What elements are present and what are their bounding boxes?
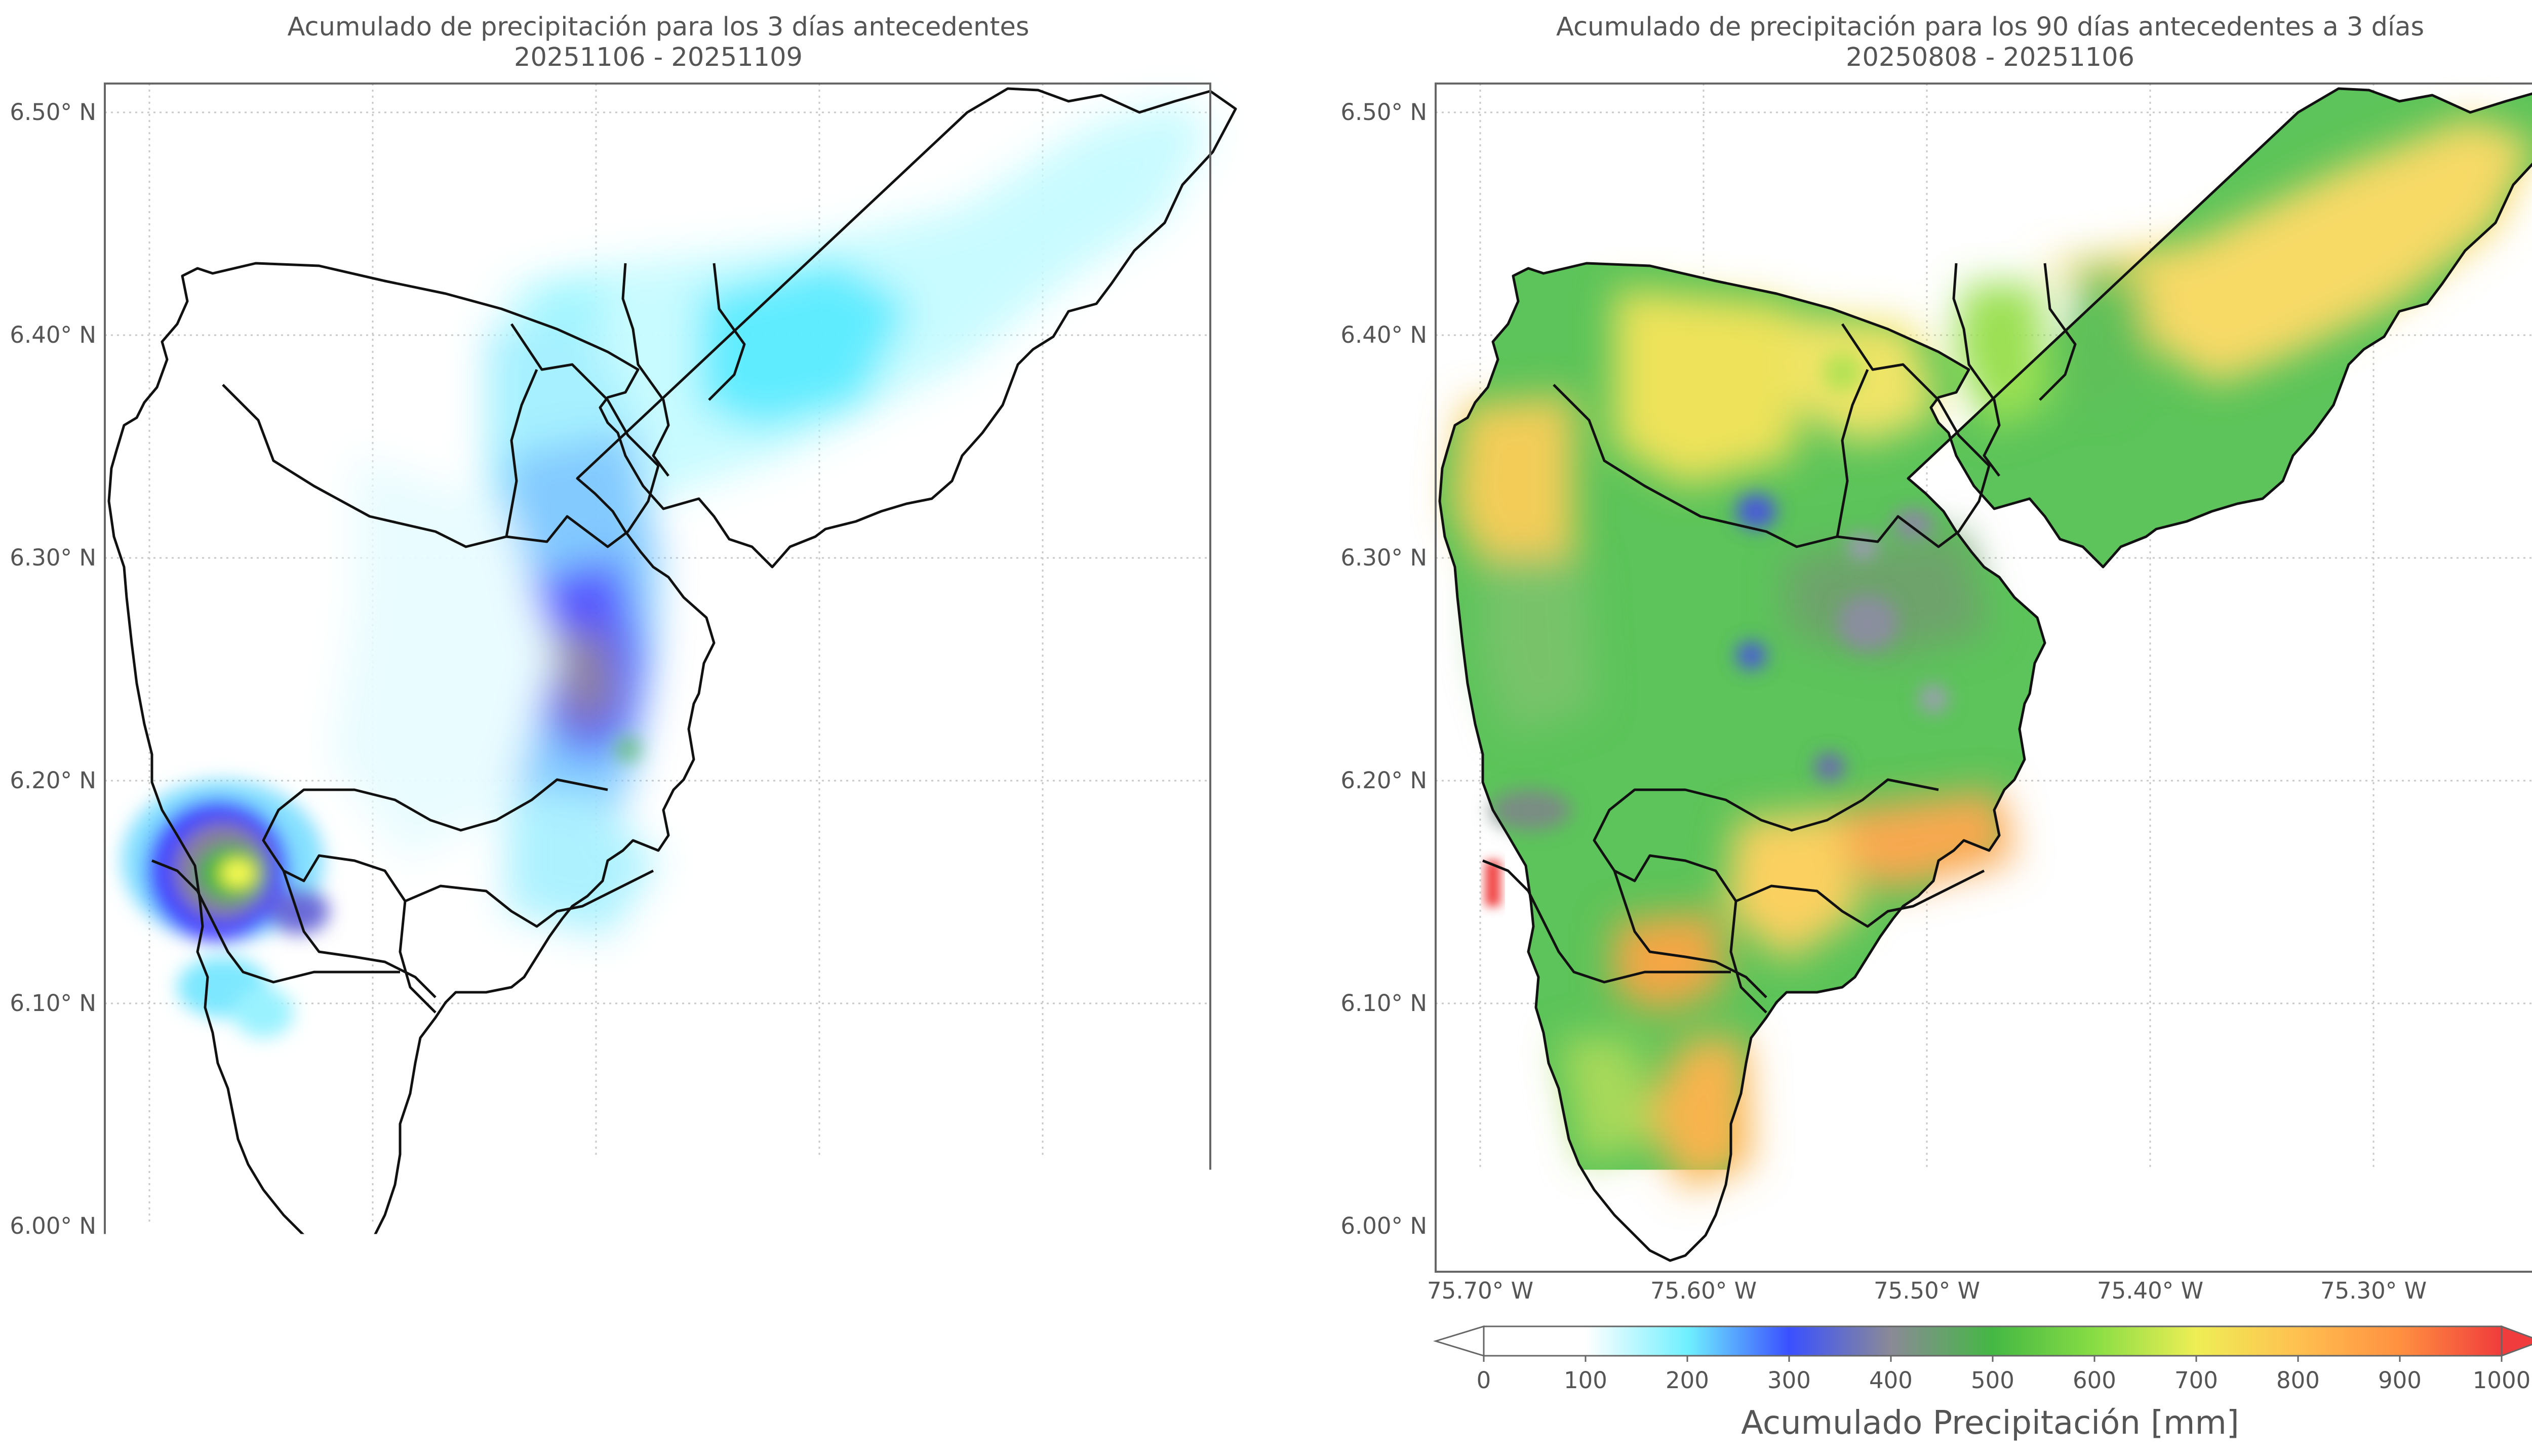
colorbar-tick: 35 [494, 1367, 523, 1394]
left-panel-subtitle: 20251106 - 20251109 [514, 43, 803, 72]
right-lon-axis: 75.70° W 75.60° W 75.50° W 75.40° W 75.3… [1427, 1277, 2427, 1304]
lon-tick: 75.60° W [320, 1277, 426, 1304]
colorbar-tick: 700 [2174, 1367, 2218, 1394]
colorbar-tick: 100 [1564, 1367, 1607, 1394]
lon-tick: 75.70° W [96, 1277, 203, 1304]
colorbar-tick: 50 [648, 1367, 677, 1394]
colorbar-tick: 400 [1869, 1367, 1913, 1394]
colorbar-tick: 60 [744, 1367, 773, 1394]
right-panel-subtitle: 20250808 - 20251106 [1846, 43, 2134, 72]
colorbar-tick: 15 [290, 1367, 319, 1394]
lat-tick: 6.40° N [10, 321, 96, 348]
colorbar-tick: 25 [392, 1367, 421, 1394]
colorbar-tick: 1000 [2473, 1367, 2531, 1394]
lon-tick: 75.60° W [1650, 1277, 1757, 1304]
lat-tick: 6.40° N [1340, 321, 1427, 348]
left-panel-title: Acumulado de precipitación para los 3 dí… [288, 12, 1030, 42]
colorbar-tick: 300 [1767, 1367, 1811, 1394]
left-colorbar-label: Acumulado Precipitación [mm] [408, 1404, 906, 1442]
lat-tick: 6.00° N [10, 1212, 96, 1239]
figure-canvas: Acumulado de precipitación para los 3 dí… [0, 0, 2532, 1456]
colorbar-tick: 600 [2073, 1367, 2116, 1394]
lat-tick: 6.30° N [10, 544, 96, 571]
lat-tick: 6.20° N [10, 767, 96, 794]
left-colorbar-max-extend [1170, 1326, 1210, 1356]
colorbar-tick: 40 [545, 1367, 574, 1394]
lon-tick: 75.30° W [2320, 1277, 2427, 1304]
colorbar-tick: 500 [1971, 1367, 2014, 1394]
left-precip-field [122, 101, 1210, 1038]
lon-tick: 75.50° W [543, 1277, 649, 1304]
lon-tick: 75.70° W [1427, 1277, 1533, 1304]
lat-tick: 6.50° N [1340, 99, 1427, 126]
right-colorbar-label: Acumulado Precipitación [mm] [1741, 1404, 2239, 1442]
lon-tick: 75.30° W [990, 1277, 1096, 1304]
lon-tick: 75.50° W [1874, 1277, 1980, 1304]
right-colorbar-min-extend [1436, 1326, 1484, 1356]
lat-tick: 6.10° N [1340, 990, 1427, 1017]
lon-tick: 75.40° W [766, 1277, 873, 1304]
colorbar-tick: 800 [2276, 1367, 2320, 1394]
colorbar-tick: 100 [1141, 1367, 1185, 1394]
lat-tick: 6.20° N [1340, 767, 1427, 794]
right-colorbar-max-extend [2502, 1326, 2532, 1356]
right-colorbar: 0 100 200 300 400 500 600 700 800 900 10… [1436, 1326, 2532, 1442]
lat-tick: 6.50° N [10, 99, 96, 126]
colorbar-tick: 10 [239, 1367, 267, 1394]
colorbar-tick: 0 [138, 1367, 153, 1394]
left-colorbar: 0 1 5 10 15 20 25 30 35 40 50 60 80 100 … [105, 1326, 1210, 1442]
colorbar-tick: 30 [443, 1367, 472, 1394]
left-colorbar-bar [144, 1326, 1170, 1356]
colorbar-tick: 20 [341, 1367, 370, 1394]
left-map-panel: Acumulado de precipitación para los 3 dí… [10, 12, 1236, 1442]
colorbar-tick: 200 [1666, 1367, 1709, 1394]
right-panel-title: Acumulado de precipitación para los 90 d… [1556, 12, 2424, 42]
left-colorbar-min-extend [105, 1326, 144, 1356]
colorbar-tick: 0 [1477, 1367, 1491, 1394]
colorbar-tick: 80 [949, 1367, 978, 1394]
colorbar-tick: 1 [155, 1367, 170, 1394]
right-lat-axis: 6.50° N 6.40° N 6.30° N 6.20° N 6.10° N … [1340, 99, 1427, 1239]
colorbar-tick: 5 [189, 1367, 204, 1394]
lat-tick: 6.30° N [1340, 544, 1427, 571]
colorbar-tick: 900 [2378, 1367, 2422, 1394]
lat-tick: 6.10° N [10, 990, 96, 1017]
lon-tick: 75.40° W [2097, 1277, 2203, 1304]
right-colorbar-bar [1484, 1326, 2502, 1356]
right-map-panel: Acumulado de precipitación para los 90 d… [1340, 12, 2532, 1442]
left-lon-axis: 75.70° W 75.60° W 75.50° W 75.40° W 75.3… [96, 1277, 1096, 1304]
lat-tick: 6.00° N [1340, 1212, 1427, 1239]
left-lat-axis: 6.50° N 6.40° N 6.30° N 6.20° N 6.10° N … [10, 99, 96, 1239]
